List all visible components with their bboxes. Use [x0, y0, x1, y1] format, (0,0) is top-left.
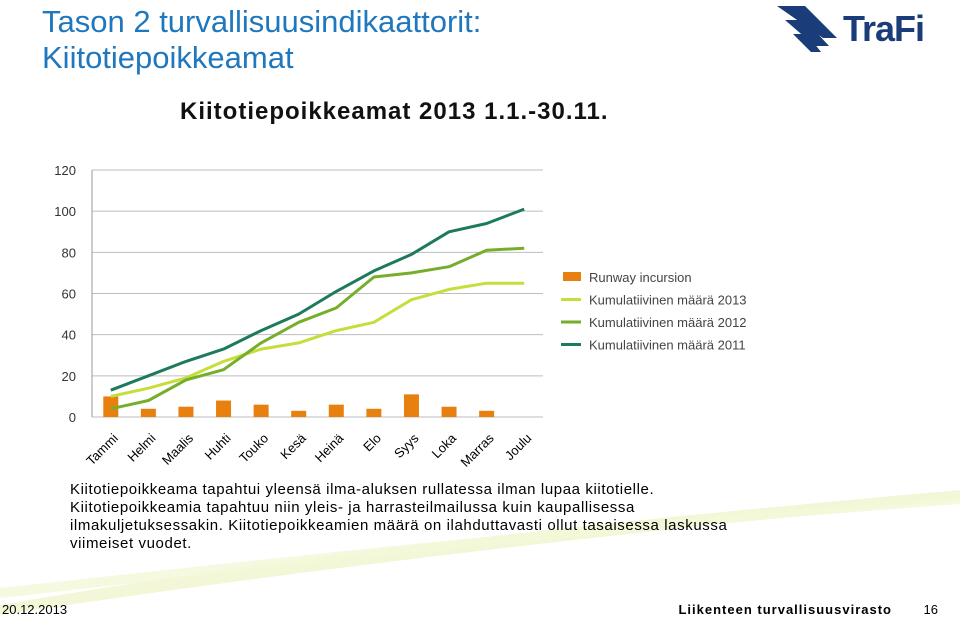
- legend-label: Runway incursion: [589, 270, 692, 285]
- bar: [479, 410, 495, 417]
- bar: [216, 400, 232, 417]
- legend-swatch: [563, 272, 581, 281]
- description-text: Kiitotiepoikkeama tapahtui yleensä ilma-…: [70, 481, 790, 553]
- legend-label: Kumulatiivinen määrä 2011: [589, 338, 746, 353]
- y-tick-label: 0: [69, 410, 76, 425]
- chart: 0 20 40 60 80 100 120 Tammi Helmi Maalis Huhti Touk…: [54, 163, 747, 470]
- x-tick-label: Marras: [458, 430, 498, 470]
- bar: [140, 408, 156, 417]
- y-tick-label: 100: [54, 204, 76, 219]
- x-tick-label: Joulu: [502, 431, 535, 464]
- footer-date: 20.12.2013: [2, 602, 68, 617]
- x-tick-label: Elo: [360, 431, 384, 455]
- bar: [328, 404, 344, 417]
- y-tick-label: 40: [62, 328, 76, 343]
- x-tick-label: Loka: [429, 430, 460, 461]
- bar: [366, 408, 382, 417]
- y-tick-label: 80: [62, 245, 76, 260]
- x-tick-label: Kesä: [277, 430, 309, 462]
- series-line: [110, 281, 525, 398]
- title-line-1: Tason 2 turvallisuusindikaattorit:: [42, 4, 482, 39]
- description-paragraph-1: Kiitotiepoikkeama tapahtui yleensä ilma-…: [70, 481, 655, 498]
- x-tick-label: Huhti: [202, 430, 234, 462]
- bar: [178, 406, 194, 417]
- bar: [103, 396, 119, 417]
- y-tick-label: 120: [54, 163, 76, 178]
- chart-title: Kiitotiepoikkeamat 2013 1.1.-30.11.: [180, 98, 609, 125]
- legend-label: Kumulatiivinen määrä 2012: [589, 315, 747, 330]
- page-number: 16: [923, 602, 938, 617]
- series-line: [110, 207, 525, 392]
- bar: [253, 404, 269, 417]
- bar: [291, 410, 307, 417]
- y-tick-label: 60: [62, 287, 76, 302]
- logo-mark-icon: [777, 6, 837, 52]
- x-tick-label: Heinä: [312, 430, 347, 465]
- description-paragraph-2: Kiitotiepoikkeamia tapahtuu niin yleis- …: [70, 499, 728, 552]
- bar: [441, 406, 457, 417]
- trafi-logo: TraFi: [775, 2, 950, 62]
- logo-text: TraFi: [843, 8, 925, 49]
- x-tick-label: Tammi: [83, 430, 121, 468]
- x-tick-label: Touko: [236, 431, 271, 466]
- page-title: Tason 2 turvallisuusindikaattorit: Kiito…: [42, 4, 702, 76]
- footer-agency: Liikenteen turvallisuusvirasto: [678, 602, 892, 617]
- y-tick-label: 20: [62, 369, 76, 384]
- x-tick-label: Helmi: [124, 430, 158, 464]
- bar: [403, 394, 419, 417]
- x-tick-label: Syys: [391, 430, 422, 461]
- background-swoosh: [0, 490, 960, 615]
- series-line: [110, 246, 525, 411]
- x-tick-label: Maalis: [159, 430, 197, 468]
- title-line-2: Kiitotiepoikkeamat: [42, 40, 294, 75]
- legend-label: Kumulatiivinen määrä 2013: [589, 293, 747, 308]
